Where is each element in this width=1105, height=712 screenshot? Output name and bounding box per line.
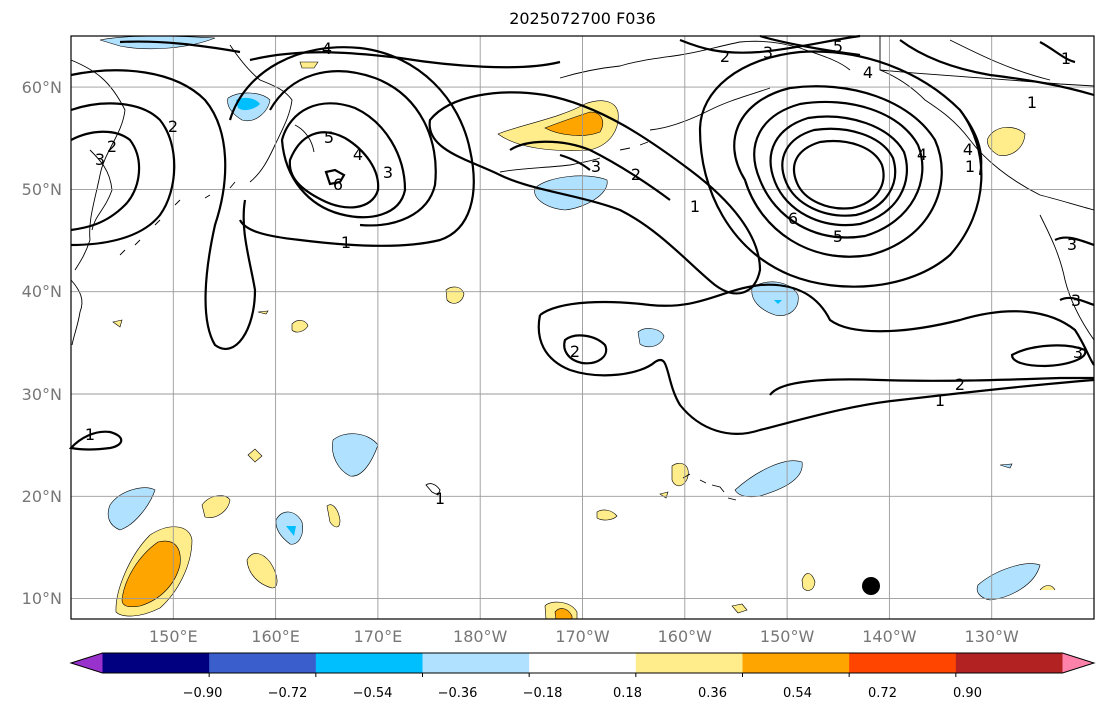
colorbar-tick-label: 0.90 — [953, 686, 982, 701]
contour-label: 3 — [1071, 291, 1081, 310]
contour-label: 3 — [1067, 235, 1077, 254]
contour-label: 1 — [341, 233, 351, 252]
colorbar-segment — [315, 653, 423, 673]
lon-label: 140°W — [862, 627, 917, 646]
contour-label: 1 — [965, 157, 975, 176]
colorbar-tick-label: −0.72 — [268, 686, 308, 701]
colorbar-tick-labels: −0.90 −0.72 −0.54 −0.36 −0.18 0.18 0.36 … — [183, 686, 982, 701]
contour-labels: 4 5 4 1 1 2 3 2 3 2 5 4 3 6 1 3 2 1 6 5 … — [85, 37, 1083, 508]
lon-label: 160°E — [251, 627, 300, 646]
lon-label: 170°W — [555, 627, 610, 646]
contour-label: 5 — [833, 37, 843, 56]
contour-label: 2 — [955, 375, 965, 394]
contour-label: 2 — [168, 117, 178, 136]
contour-label: 4 — [963, 140, 973, 159]
contour-label: 4 — [353, 145, 363, 164]
colorbar-tick-label: 0.36 — [698, 686, 727, 701]
lon-label: 180°W — [453, 627, 508, 646]
contour-label: 3 — [763, 43, 773, 62]
colorbar-segment — [635, 653, 743, 673]
contour-label: 4 — [322, 39, 332, 58]
lat-label: 30°N — [22, 385, 62, 404]
colorbar-segment — [102, 653, 210, 673]
storm-position-marker — [862, 577, 880, 595]
contour-label: 1 — [1027, 93, 1037, 112]
lon-label: 170°E — [354, 627, 403, 646]
colorbar-tick-label: 0.54 — [783, 686, 812, 701]
contour-label: 2 — [570, 342, 580, 361]
colorbar-tick-label: −0.18 — [523, 686, 563, 701]
lat-label: 40°N — [22, 282, 62, 301]
gridlines — [71, 36, 1094, 619]
contour-label: 3 — [95, 150, 105, 169]
contour-label: 5 — [324, 128, 334, 147]
colorbar-extend-min — [71, 653, 103, 673]
colorbar-outline — [69, 652, 1096, 674]
colorbar-segment — [422, 653, 530, 673]
contour-label: 5 — [833, 227, 843, 246]
colorbar-segment — [209, 653, 317, 673]
colorbar-tick-label: −0.36 — [438, 686, 478, 701]
contour-label: 4 — [917, 145, 927, 164]
contour-label: 4 — [863, 63, 873, 82]
lon-label: 150°E — [149, 627, 198, 646]
contour-label: 1 — [690, 197, 700, 216]
contour-label: 3 — [383, 163, 393, 182]
map-border — [70, 35, 1095, 620]
deep-blue-spots — [236, 97, 782, 536]
colorbar-extend-max — [1062, 653, 1094, 673]
colorbar-tick-label: 0.18 — [613, 686, 642, 701]
map-panel: 4 5 4 1 1 2 3 2 3 2 5 4 3 6 1 3 2 1 6 5 … — [68, 34, 1095, 620]
contour-label: 6 — [333, 175, 343, 194]
contour-label: 1 — [1061, 49, 1071, 68]
contour-label: 1 — [85, 425, 95, 444]
colorbar-segment — [742, 653, 850, 673]
lon-label: 160°W — [658, 627, 713, 646]
contour-lines — [68, 34, 1095, 451]
contour-label: 3 — [591, 157, 601, 176]
colorbar-segment — [849, 653, 957, 673]
contour-label: 2 — [107, 137, 117, 156]
contour-label: 3 — [1073, 343, 1083, 362]
lat-label: 50°N — [22, 180, 62, 199]
lat-label: 20°N — [22, 487, 62, 506]
lon-label: 130°W — [965, 627, 1020, 646]
colorbar — [69, 652, 1096, 677]
contour-label: 2 — [720, 47, 730, 66]
colorbar-segment — [529, 653, 637, 673]
lat-label: 10°N — [22, 589, 62, 608]
lon-axis-labels: 150°E 160°E 170°E 180°W 170°W 160°W 150°… — [149, 627, 1019, 646]
lon-label: 150°W — [760, 627, 815, 646]
colorbar-segment — [955, 653, 1063, 673]
lat-label: 60°N — [22, 78, 62, 97]
negative-anomaly-shading — [99, 35, 1041, 601]
contour-label: 6 — [788, 209, 798, 228]
colorbar-tick-label: −0.90 — [183, 686, 223, 701]
contour-label: 1 — [435, 489, 445, 508]
colorbar-tick-label: −0.54 — [353, 686, 393, 701]
lat-axis-labels: 60°N 50°N 40°N 30°N 20°N 10°N — [22, 78, 62, 608]
map-title: 2025072700 F036 — [509, 9, 656, 28]
contour-label: 1 — [935, 391, 945, 410]
contour-label: 2 — [631, 165, 641, 184]
colorbar-tick-label: 0.72 — [868, 686, 897, 701]
